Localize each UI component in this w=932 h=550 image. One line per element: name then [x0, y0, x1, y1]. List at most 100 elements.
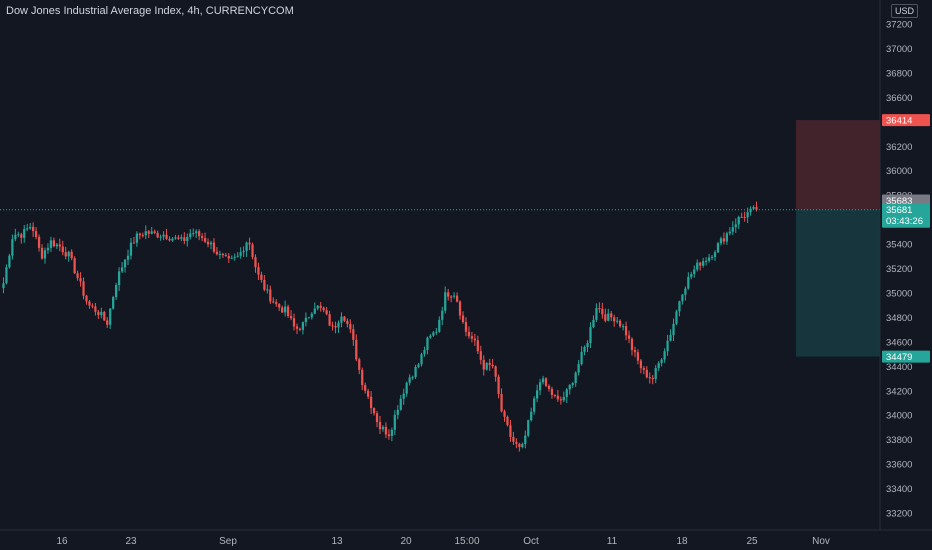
x-tick-label: 15:00 — [454, 536, 479, 547]
candle-body — [198, 231, 201, 237]
candle-body — [604, 314, 607, 321]
candle-body — [536, 390, 539, 399]
candle-body — [269, 289, 272, 302]
y-tick-label: 34600 — [886, 337, 912, 348]
candle-body — [381, 426, 385, 430]
candle-body — [281, 307, 284, 313]
candle-body — [109, 308, 112, 325]
candle-body — [115, 285, 118, 298]
prior-price-label: 35683 — [886, 196, 912, 207]
candle-body — [200, 236, 204, 238]
candle-body — [369, 396, 373, 409]
candle-body — [239, 252, 242, 256]
candle-body — [254, 257, 257, 268]
candle-body — [530, 411, 533, 421]
candle-body — [722, 238, 726, 242]
candle-body — [719, 238, 723, 244]
candle-body — [85, 295, 88, 302]
candle-body — [574, 372, 577, 384]
candle-body — [328, 314, 331, 326]
candle-body — [141, 235, 144, 237]
candle-body — [503, 411, 506, 417]
candle-body — [5, 267, 8, 284]
candle-body — [550, 388, 554, 395]
candle-body — [340, 316, 343, 323]
candle-body — [675, 311, 678, 324]
candle-body — [636, 352, 640, 361]
candle-body — [23, 229, 26, 238]
currency-badge[interactable]: USD — [890, 4, 918, 18]
candle-body — [494, 366, 497, 377]
candle-body — [639, 360, 643, 369]
y-tick-label: 36600 — [886, 93, 912, 104]
candle-body — [678, 301, 681, 312]
candle-body — [286, 306, 290, 316]
y-tick-label: 37000 — [886, 44, 912, 55]
candle-body — [417, 364, 420, 367]
candle-body — [14, 234, 17, 240]
candle-body — [159, 236, 162, 238]
candle-body — [301, 322, 305, 330]
candle-body — [153, 231, 156, 233]
candle-body — [346, 320, 349, 325]
candle-body — [553, 394, 557, 396]
candle-body — [696, 262, 699, 270]
candle-body — [58, 244, 61, 247]
candle-body — [556, 395, 560, 400]
candle-body — [355, 339, 358, 360]
candle-body — [420, 354, 423, 365]
candle-body — [123, 259, 127, 268]
candle-body — [266, 289, 269, 291]
candle-body — [681, 294, 684, 302]
candle-body — [94, 306, 97, 312]
candle-body — [423, 349, 426, 355]
candle-body — [34, 231, 38, 237]
candle-body — [112, 297, 115, 309]
candle-body — [509, 425, 512, 437]
y-tick-label: 34800 — [886, 313, 912, 324]
candle-body — [669, 335, 672, 341]
candle-body — [129, 242, 133, 256]
candle-body — [512, 436, 515, 442]
candle-body — [690, 274, 693, 278]
candle-body — [577, 364, 580, 373]
candle-body — [731, 227, 734, 232]
candle-body — [251, 244, 254, 258]
candle-body — [491, 364, 494, 367]
candle-body — [541, 378, 545, 383]
candle-body — [467, 331, 471, 337]
candle-body — [292, 318, 296, 327]
candle-body — [414, 366, 417, 378]
x-tick-label: Nov — [812, 536, 830, 547]
candle-body — [91, 305, 94, 307]
x-tick-label: 23 — [125, 536, 137, 547]
y-tick-label: 35400 — [886, 240, 912, 251]
candle-body — [26, 228, 29, 230]
candle-body — [527, 420, 530, 436]
candle-body — [707, 257, 711, 261]
x-tick-label: 18 — [676, 536, 688, 547]
candle-body — [135, 233, 139, 243]
candle-body — [177, 237, 180, 239]
candle-body — [663, 351, 666, 360]
candle-body — [725, 233, 728, 242]
y-tick-label: 35000 — [886, 288, 912, 299]
candle-body — [580, 351, 583, 365]
y-tick-label: 36800 — [886, 68, 912, 79]
candle-body — [704, 260, 708, 262]
candle-body — [749, 208, 752, 213]
candle-body — [399, 398, 402, 410]
candle-body — [49, 240, 53, 248]
candle-body — [458, 301, 462, 316]
candle-body — [272, 301, 275, 303]
candle-body — [349, 324, 352, 330]
x-tick-label: Sep — [219, 536, 237, 547]
candle-body — [260, 274, 263, 280]
y-tick-label: 34000 — [886, 411, 912, 422]
candle-body — [106, 320, 109, 325]
candle-body — [156, 232, 159, 238]
candle-body — [592, 319, 595, 328]
candle-body — [651, 377, 654, 380]
candle-body — [521, 443, 524, 448]
